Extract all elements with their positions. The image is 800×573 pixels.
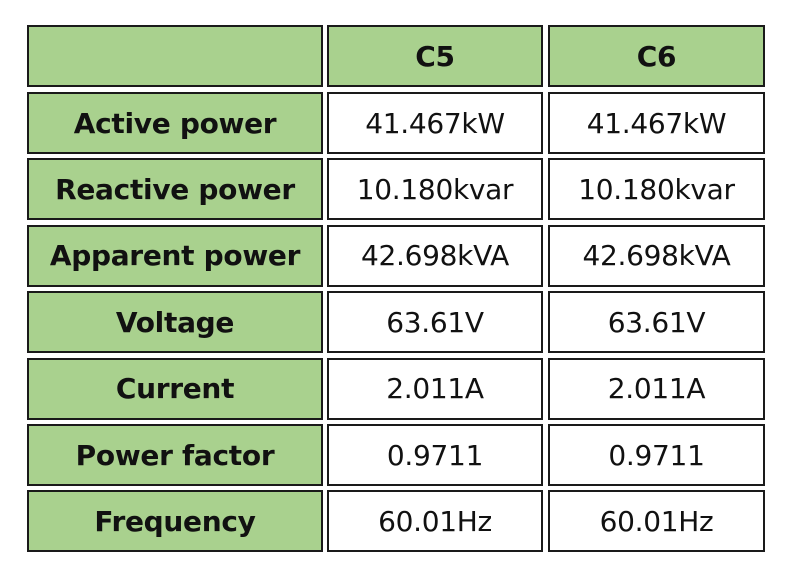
value-cell: 10.180kvar	[548, 158, 765, 221]
row-label: Active power	[27, 92, 323, 154]
value-cell: 2.011A	[327, 357, 543, 420]
column-header: C6	[548, 25, 765, 87]
value-cell: 2.011A	[548, 357, 765, 420]
value-cell: 0.9711	[548, 424, 765, 486]
row-label: Reactive power	[27, 158, 323, 221]
row-label: Current	[27, 357, 323, 420]
column-header: C5	[327, 25, 543, 87]
row-label: Power factor	[27, 424, 323, 486]
value-cell: 42.698kVA	[327, 224, 543, 287]
row-label: Apparent power	[27, 224, 323, 287]
value-cell: 63.61V	[327, 291, 543, 354]
value-cell: 60.01Hz	[327, 490, 543, 553]
row-label: Frequency	[27, 490, 323, 553]
row-label: Voltage	[27, 291, 323, 354]
value-cell: 60.01Hz	[548, 490, 765, 553]
value-cell: 63.61V	[548, 291, 765, 354]
value-cell: 10.180kvar	[327, 158, 543, 221]
value-cell: 41.467kW	[548, 92, 765, 154]
value-cell: 41.467kW	[327, 92, 543, 154]
value-cell: 0.9711	[327, 424, 543, 486]
corner-cell	[27, 25, 323, 87]
value-cell: 42.698kVA	[548, 224, 765, 287]
